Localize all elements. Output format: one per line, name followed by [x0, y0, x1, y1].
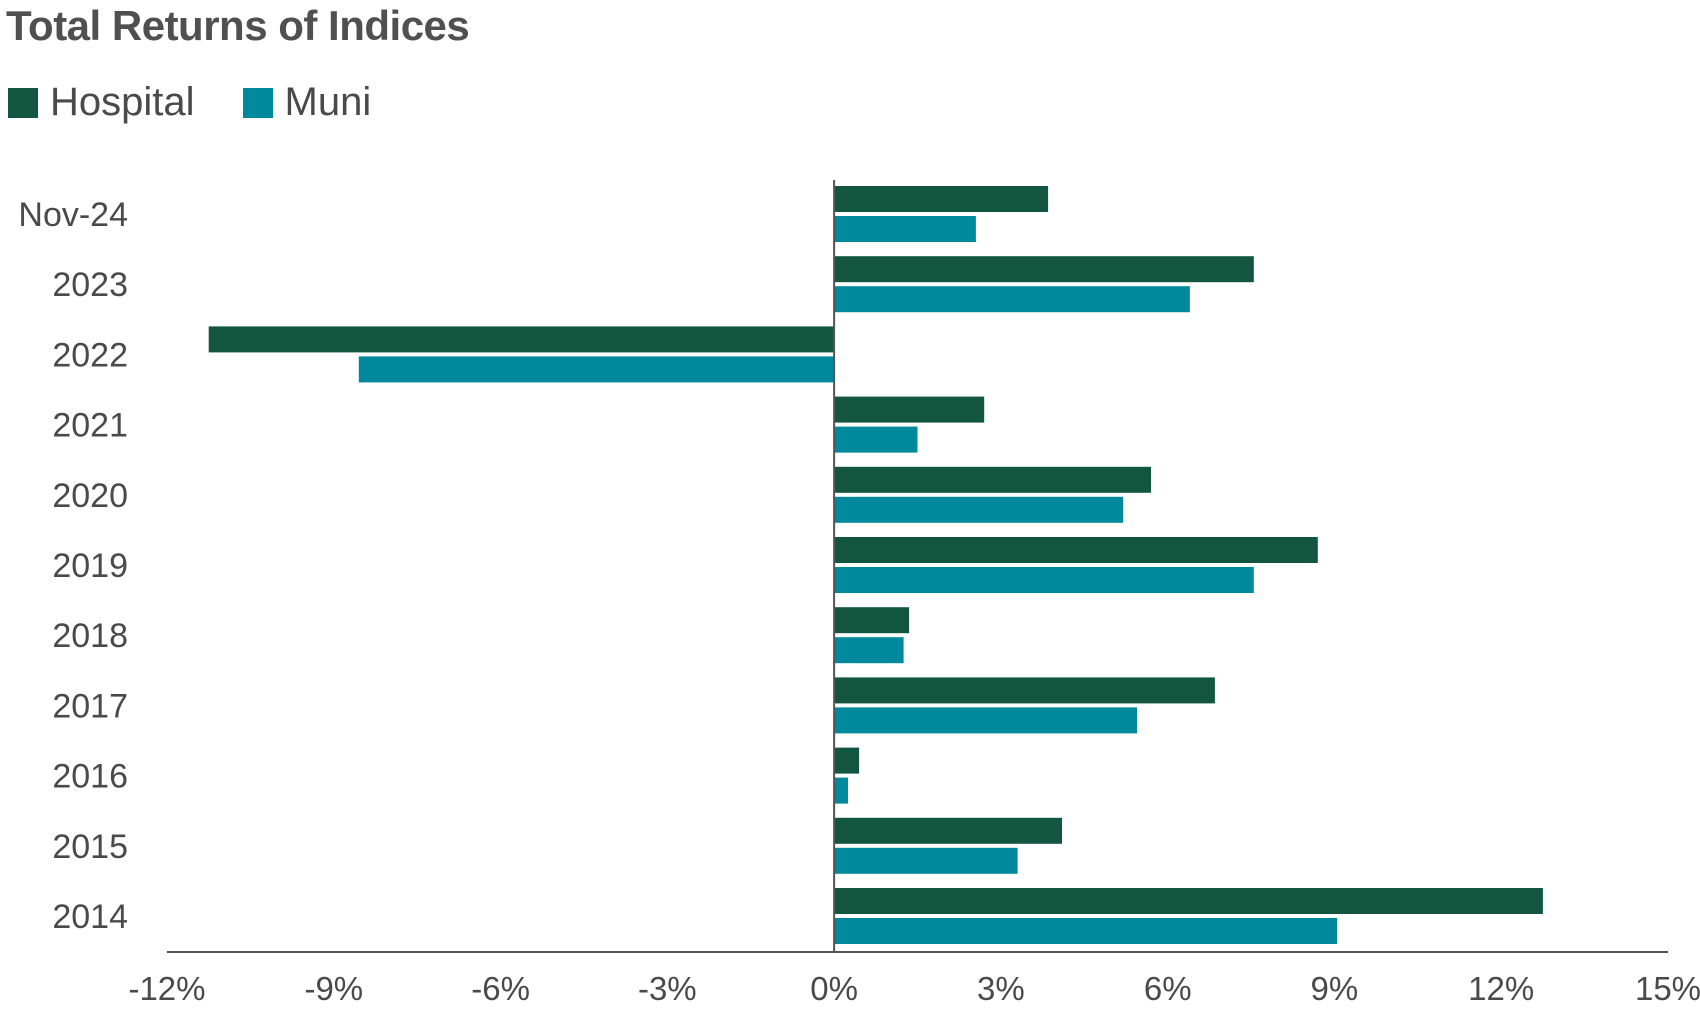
x-tick-label: -3% [638, 970, 697, 1007]
bar-hospital-nov-24 [834, 186, 1049, 212]
x-tick-label: 6% [1144, 970, 1192, 1007]
bar-hospital-2020 [834, 466, 1151, 493]
bar-muni-2019 [834, 567, 1254, 593]
category-label: Nov-24 [18, 196, 128, 234]
x-tick-label: -9% [304, 970, 363, 1007]
bar-hospital-2017 [834, 677, 1215, 704]
x-tick-label: 15% [1635, 970, 1700, 1007]
x-tick-label: -12% [128, 970, 205, 1007]
legend-swatch-hospital [8, 87, 38, 118]
bar-hospital-2023 [834, 256, 1254, 283]
category-label: 2021 [52, 407, 128, 445]
category-label: 2015 [52, 828, 128, 866]
chart-title: Total Returns of Indices [6, 2, 470, 49]
bar-muni-2018 [834, 637, 904, 664]
bar-hospital-2014 [834, 888, 1543, 914]
bar-hospital-2018 [834, 607, 910, 634]
legend-label-muni: Muni [284, 80, 372, 124]
bar-muni-2016 [834, 777, 848, 804]
bar-muni-2017 [834, 707, 1138, 734]
x-tick-label: 0% [810, 970, 858, 1007]
category-label: 2023 [52, 266, 128, 304]
bar-muni-2014 [834, 918, 1338, 944]
category-label: 2014 [52, 898, 128, 936]
legend: Hospital Muni [8, 80, 419, 125]
legend-swatch-muni [242, 87, 273, 118]
legend-item-muni: Muni [242, 80, 372, 125]
category-label: 2017 [52, 687, 128, 725]
category-label: 2019 [52, 547, 128, 585]
bar-muni-2020 [834, 496, 1124, 523]
bar-muni-2021 [834, 426, 918, 453]
x-tick-label: 9% [1311, 970, 1359, 1007]
x-tick-label: -6% [471, 970, 530, 1007]
bar-hospital-2022 [208, 326, 835, 353]
bar-muni-2023 [834, 286, 1190, 313]
category-label: 2016 [52, 758, 128, 796]
bar-hospital-2016 [834, 747, 860, 774]
x-tick-label: 12% [1468, 970, 1534, 1007]
x-tick-label: 3% [977, 970, 1025, 1007]
category-label: 2018 [52, 617, 128, 655]
category-label: 2022 [52, 336, 128, 374]
bar-hospital-2015 [834, 817, 1062, 844]
legend-label-hospital: Hospital [50, 80, 195, 124]
legend-item-hospital: Hospital [8, 80, 195, 125]
bar-hospital-2019 [834, 537, 1318, 563]
bar-muni-2015 [834, 847, 1018, 874]
bar-muni-2022 [358, 356, 835, 383]
category-label: 2020 [52, 477, 128, 515]
bar-hospital-2021 [834, 396, 985, 423]
bar-muni-nov-24 [834, 216, 976, 242]
